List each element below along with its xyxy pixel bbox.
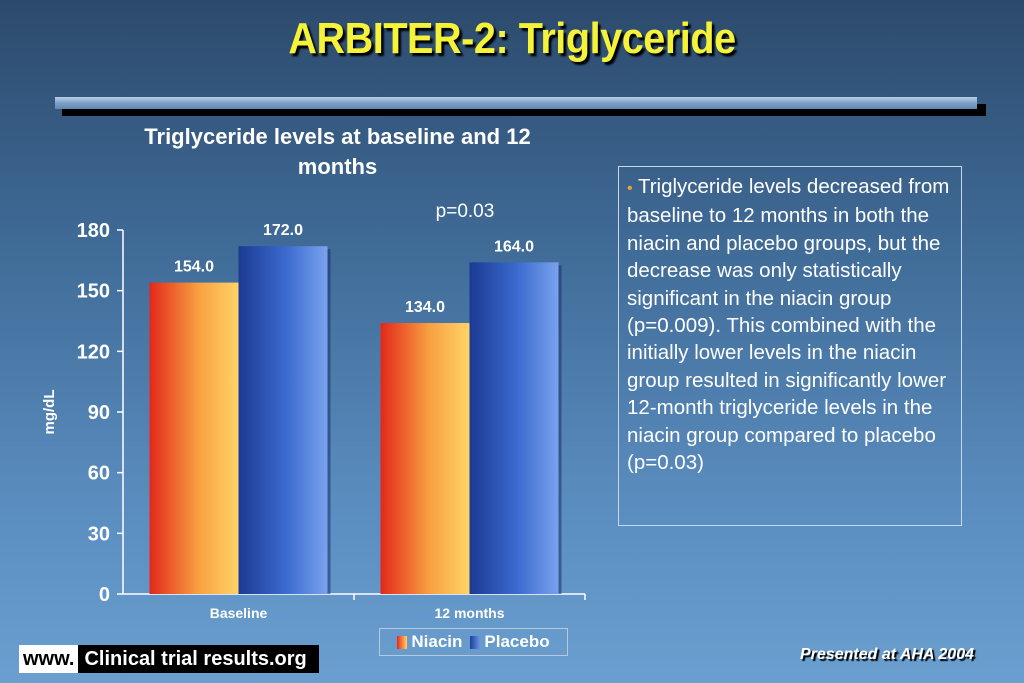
legend-item-niacin: Niacin	[397, 632, 462, 652]
legend-label-placebo: Placebo	[484, 632, 550, 651]
footer-site-name: Clinical trial results.org	[84, 647, 307, 670]
x-tick-label: Baseline	[210, 605, 268, 621]
y-tick-label: 180	[77, 220, 110, 242]
y-tick-label: 0	[99, 584, 110, 606]
footer-website: www. Clinical trial results.org	[19, 645, 319, 673]
bar-placebo	[469, 262, 559, 594]
y-tick-label: 150	[77, 281, 110, 303]
p-value-annotation: p=0.03	[435, 201, 495, 222]
chart-legend: Niacin Placebo	[379, 628, 568, 656]
data-label-niacin: 154.0	[174, 259, 214, 276]
legend-label-niacin: Niacin	[411, 632, 463, 651]
bar-niacin	[149, 282, 239, 594]
summary-text: Triglyceride levels decreased from basel…	[627, 175, 950, 475]
y-tick-label: 90	[88, 402, 110, 424]
data-label-placebo: 164.0	[494, 238, 534, 255]
data-label-placebo: 172.0	[263, 222, 303, 239]
presented-at-note: Presented at AHA 2004	[800, 646, 974, 663]
bar-placebo	[238, 246, 328, 594]
summary-text-box: • Triglyceride levels decreased from bas…	[618, 166, 962, 526]
y-tick-label: 60	[88, 463, 110, 485]
bar-chart: mg/dL 0 30 60 90 120 150 180 154.0 172.0 134.0 16…	[41, 220, 562, 621]
footer-www: www.	[19, 645, 79, 673]
bar-niacin	[380, 323, 470, 594]
chart-title: Triglyceride levels at baseline and 12 m…	[144, 124, 531, 179]
title-rule	[55, 97, 977, 109]
y-tick-label: 120	[77, 341, 110, 363]
legend-swatch-placebo	[470, 635, 481, 649]
y-axis-label: mg/dL	[41, 390, 58, 435]
y-tick-label: 30	[88, 523, 110, 545]
data-label-niacin: 134.0	[405, 299, 445, 316]
legend-swatch-niacin	[397, 635, 408, 649]
legend-item-placebo: Placebo	[470, 632, 550, 652]
x-tick-label: 12 months	[434, 605, 504, 621]
bullet-marker: •	[627, 180, 633, 197]
slide-title: ARBITER-2: Triglyceride	[288, 14, 736, 63]
